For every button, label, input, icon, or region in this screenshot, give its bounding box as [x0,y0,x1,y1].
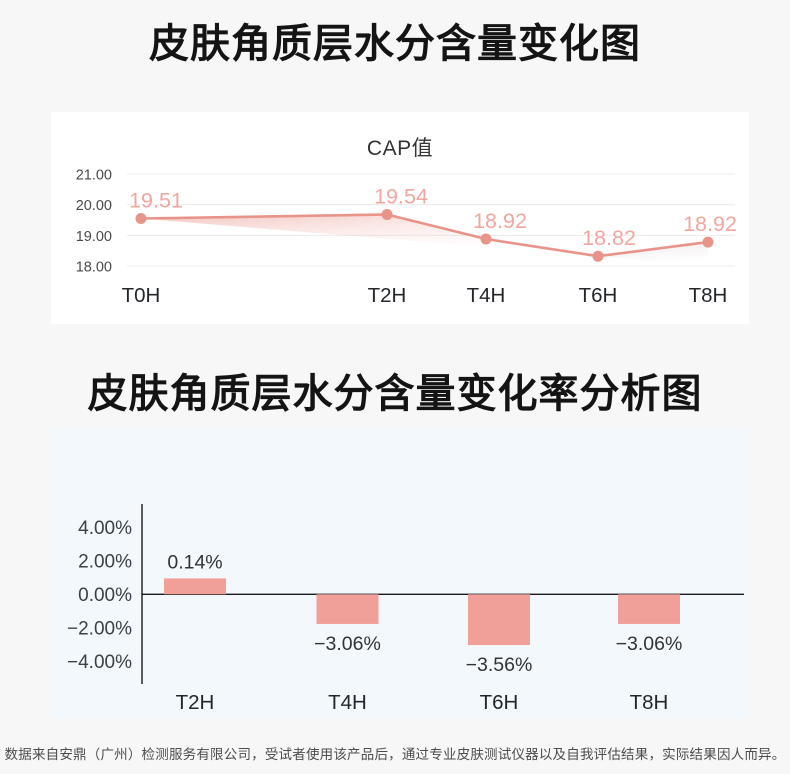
y-tick-label: 0.00% [78,585,132,606]
data-value-label: 18.82 [582,226,636,250]
x-axis-label: T4H [328,691,367,714]
x-axis-label: T8H [689,284,728,307]
y-tick-label: 2.00% [78,551,132,572]
bar [468,594,530,646]
data-value-label: 19.54 [374,185,428,209]
y-tick-label: 18.00 [76,260,112,276]
x-axis-label: T2H [176,691,215,714]
data-value-label: 18.92 [473,209,527,233]
data-point-marker [702,236,714,248]
y-tick-label: 21.00 [76,167,112,183]
y-tick-label: 19.00 [76,229,112,245]
bar-value-label: −3.06% [616,633,683,655]
y-tick-label: 20.00 [76,198,112,214]
bar-value-label: −3.06% [314,633,381,655]
bar [618,594,680,624]
line-chart-svg: 21.00 20.00 19.00 18.00 19.51 T0H 19.54 T2H 18.9… [76,167,737,307]
y-tick-label: 4.00% [78,518,132,539]
bar-value-label: −3.56% [466,654,533,676]
y-tick-label: −2.00% [67,618,132,639]
data-point-marker [592,250,604,262]
data-value-label: 18.92 [683,212,737,236]
y-tick-label: −4.00% [67,652,132,673]
bar-value-label: 0.14% [167,551,222,573]
data-point-marker [135,213,147,224]
x-axis-label: T6H [480,691,519,714]
bar-chart-svg: 4.00% 2.00% 0.00% −2.00% −4.00% 0.14% T2H −3.06… [67,504,744,714]
x-axis-label: T0H [122,284,161,307]
x-axis-label: T8H [630,691,669,714]
x-axis-label: T4H [467,284,506,307]
disclaimer-text: 数据来自安鼎（广州）检测服务有限公司，受试者使用该产品后，通过专业皮肤测试仪器以… [4,747,786,762]
data-point-marker [480,233,492,245]
x-axis-label: T6H [579,284,618,307]
area-fill-tail [598,242,708,267]
x-axis-label: T2H [368,284,407,307]
area-fill [141,214,598,257]
data-point-marker [381,209,393,220]
bar [316,594,379,624]
bar [164,578,226,595]
data-value-label: 19.51 [129,189,183,213]
page-title-moisture-change: 皮肤角质层水分含量变化图 [149,22,641,66]
page-title-change-rate: 皮肤角质层水分含量变化率分析图 [87,372,703,416]
line-chart-card: 21.00 20.00 19.00 18.00 19.51 T0H 19.54 T2H 18.9… [51,112,749,324]
bar-chart-panel: 4.00% 2.00% 0.00% −2.00% −4.00% 0.14% T2H −3.06… [52,428,748,718]
line-chart-title: CAP值 [366,137,434,160]
